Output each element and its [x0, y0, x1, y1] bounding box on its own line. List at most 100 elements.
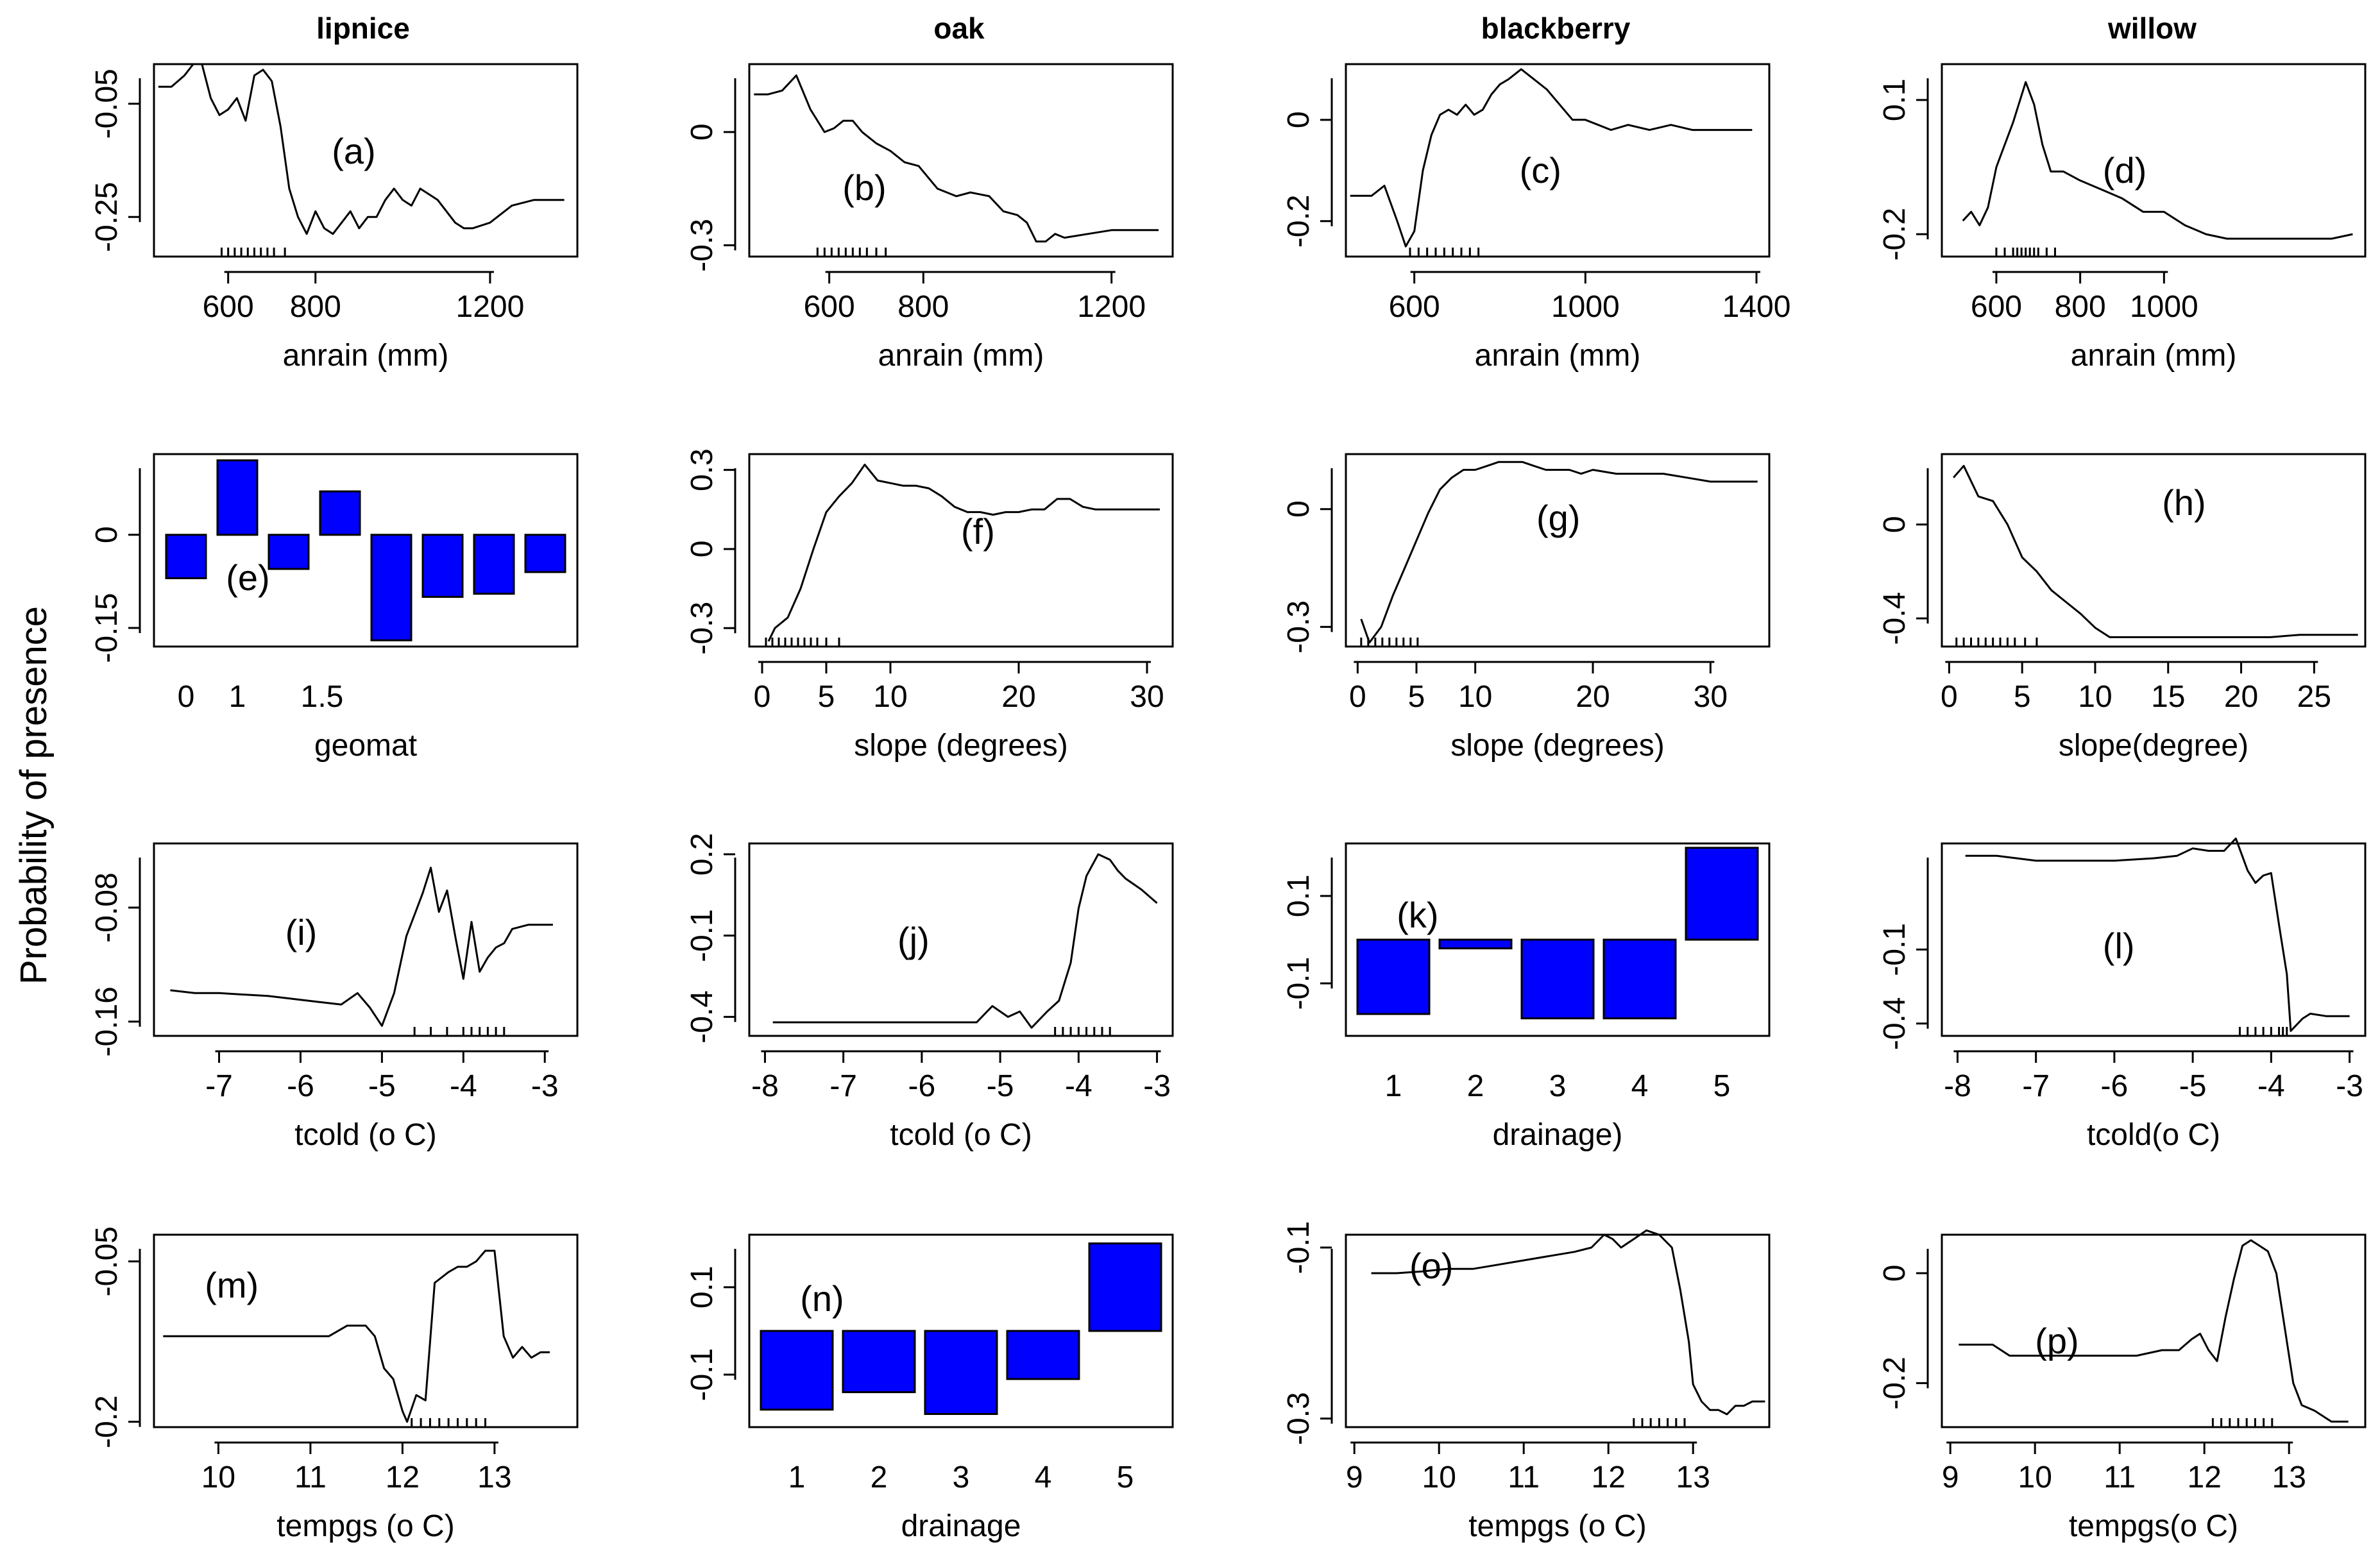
panel-i-x-label: tcold (o C): [294, 1118, 436, 1152]
panel-g-x-tick-label: 5: [1408, 680, 1425, 714]
panel-n-bar: [760, 1330, 834, 1411]
panel-j-label: (j): [897, 920, 930, 960]
panel-l-y-tick-label: -0.4: [1878, 997, 1912, 1050]
panel-i-label: (i): [285, 912, 318, 952]
panel-p-y-tick-label: -0.2: [1878, 1357, 1912, 1410]
panel-i-x-tick-label: -4: [450, 1069, 477, 1103]
panel-i-y-tick-label: -0.08: [90, 872, 124, 942]
panel-e-bar: [370, 534, 412, 641]
panel-i-frame: [153, 842, 579, 1037]
panel-f-y-tick-label: -0.3: [685, 602, 719, 655]
panel-b-x-label: anrain (mm): [878, 339, 1044, 373]
panel-n-bar: [1088, 1242, 1162, 1332]
panel-a-y-tick-label: -0.05: [90, 69, 124, 139]
panel-k-x-tick-label: 4: [1631, 1069, 1649, 1103]
panel-e-label: (e): [226, 557, 269, 598]
panel-i-x-tick-label: -3: [531, 1069, 559, 1103]
panel-h-label: (h): [2162, 482, 2206, 523]
panel-n-bar: [1006, 1330, 1080, 1380]
panel-a-x-tick-label: 600: [203, 290, 254, 324]
panel-b-x-tick-label: 800: [897, 290, 949, 324]
panel-i-response-line: [170, 867, 553, 1027]
panel-k-bar: [1602, 938, 1677, 1020]
panel-b-frame: [748, 63, 1174, 258]
panel-e-bar: [165, 534, 207, 579]
panel-b: -0.3 0 600 800 1200 anrain (mm) (b): [685, 63, 1174, 373]
panel-d-x-tick-label: 800: [2055, 290, 2106, 324]
panel-e-bar: [319, 490, 361, 536]
panel-l-frame: [1941, 842, 2367, 1037]
panel-k-y-tick-label: -0.1: [1282, 957, 1316, 1010]
panel-f-y-tick-label: 0.3: [685, 448, 719, 491]
panel-p-x-tick-label: 12: [2188, 1460, 2222, 1494]
panel-f-x-tick-label: 30: [1130, 680, 1164, 714]
panel-p-response-line: [1959, 1239, 2349, 1423]
panel-i-x-tick-label: -6: [287, 1069, 314, 1103]
panel-p-x-tick-label: 13: [2272, 1460, 2306, 1494]
panel-e-y-tick-label: -0.15: [90, 593, 124, 663]
panel-j-y-tick-label: 0.2: [685, 833, 719, 876]
panel-i-x-tick-label: -7: [205, 1069, 233, 1103]
panel-h-x-tick-label: 15: [2151, 680, 2185, 714]
panel-m-x-tick-label: 10: [201, 1460, 235, 1494]
panel-n: -0.1 0.1 1 2 3 4 5 drainage (n): [685, 1233, 1174, 1543]
panel-g-x-tick-label: 20: [1576, 680, 1610, 714]
panel-m-label: (m): [205, 1265, 259, 1305]
panel-d: -0.2 0.1 600 800 1000 anrain (mm) (d): [1878, 63, 2367, 373]
panel-e-y-tick-label: 0: [90, 526, 124, 543]
panel-n-x-tick-label: 1: [788, 1460, 806, 1494]
panel-n-y-tick-label: 0.1: [685, 1265, 719, 1308]
panel-k-frame: [1345, 842, 1771, 1037]
panel-f-x-tick-label: 5: [818, 680, 835, 714]
panel-j-x-tick-label: -8: [751, 1069, 779, 1103]
panel-g-response-line: [1360, 461, 1758, 644]
panel-m-frame: [153, 1233, 579, 1428]
panel-j-frame: [748, 842, 1174, 1037]
panel-l-x-tick-label: -8: [1944, 1069, 1971, 1103]
panel-e-x-tick-label: 0: [178, 680, 195, 714]
panel-o-x-tick-label: 13: [1676, 1460, 1710, 1494]
panel-c-label: (c): [1520, 150, 1561, 190]
panel-k-label: (k): [1397, 895, 1438, 935]
panel-p-x-tick-label: 9: [1942, 1460, 1959, 1494]
panel-h-x-tick-label: 20: [2224, 680, 2258, 714]
panel-a-label: (a): [332, 131, 375, 171]
panel-m-x-tick-label: 13: [477, 1460, 511, 1494]
panel-c-y-tick-label: 0: [1282, 111, 1316, 128]
panel-b-response-line: [754, 74, 1159, 242]
panel-g-y-tick-label: -0.3: [1282, 600, 1316, 654]
panel-m-x-tick-label: 11: [294, 1460, 327, 1494]
panel-p: -0.2 0 9 10 11 12 13 tempgs(o C) (p): [1878, 1233, 2367, 1543]
panel-b-y-tick-label: -0.3: [685, 219, 719, 272]
panel-e-x-label: geomat: [314, 729, 417, 763]
column-title-willow: willow: [2107, 12, 2197, 45]
panel-o-x-tick-label: 12: [1592, 1460, 1626, 1494]
panel-n-x-tick-label: 3: [953, 1460, 970, 1494]
panel-j-x-tick-label: -6: [908, 1069, 936, 1103]
panel-d-x-label: anrain (mm): [2071, 339, 2237, 373]
panel-d-x-tick-label: 1000: [2130, 290, 2198, 324]
panel-a-x-label: anrain (mm): [283, 339, 449, 373]
panel-h-x-tick-label: 0: [1941, 680, 1958, 714]
panel-e-bar: [268, 534, 310, 570]
panel-f-response-line: [767, 463, 1160, 642]
panel-h-y-tick-label: 0: [1878, 516, 1912, 533]
panel-n-x-label: drainage: [901, 1509, 1021, 1543]
panel-n-x-tick-label: 4: [1035, 1460, 1052, 1494]
panel-k-y-tick-label: 0.1: [1282, 874, 1316, 917]
panel-j-y-tick-label: -0.1: [685, 909, 719, 962]
panel-b-x-tick-label: 600: [804, 290, 855, 324]
panel-j-x-tick-label: -3: [1143, 1069, 1171, 1103]
panel-i-y-tick-label: -0.16: [90, 986, 124, 1056]
column-titles: lipnice oak blackberry willow: [316, 12, 2197, 45]
panel-c-x-tick-label: 1400: [1722, 290, 1791, 324]
panel-k: -0.1 0.1 1 2 3 4 5 drainage) (k): [1282, 842, 1771, 1152]
panel-n-y-tick-label: -0.1: [685, 1348, 719, 1401]
panel-k-bar: [1685, 847, 1759, 941]
panel-h-x-tick-label: 25: [2297, 680, 2331, 714]
panel-b-y-tick-label: 0: [685, 124, 719, 141]
panel-c-response-line: [1350, 68, 1753, 248]
panel-p-frame: [1941, 1233, 2367, 1428]
